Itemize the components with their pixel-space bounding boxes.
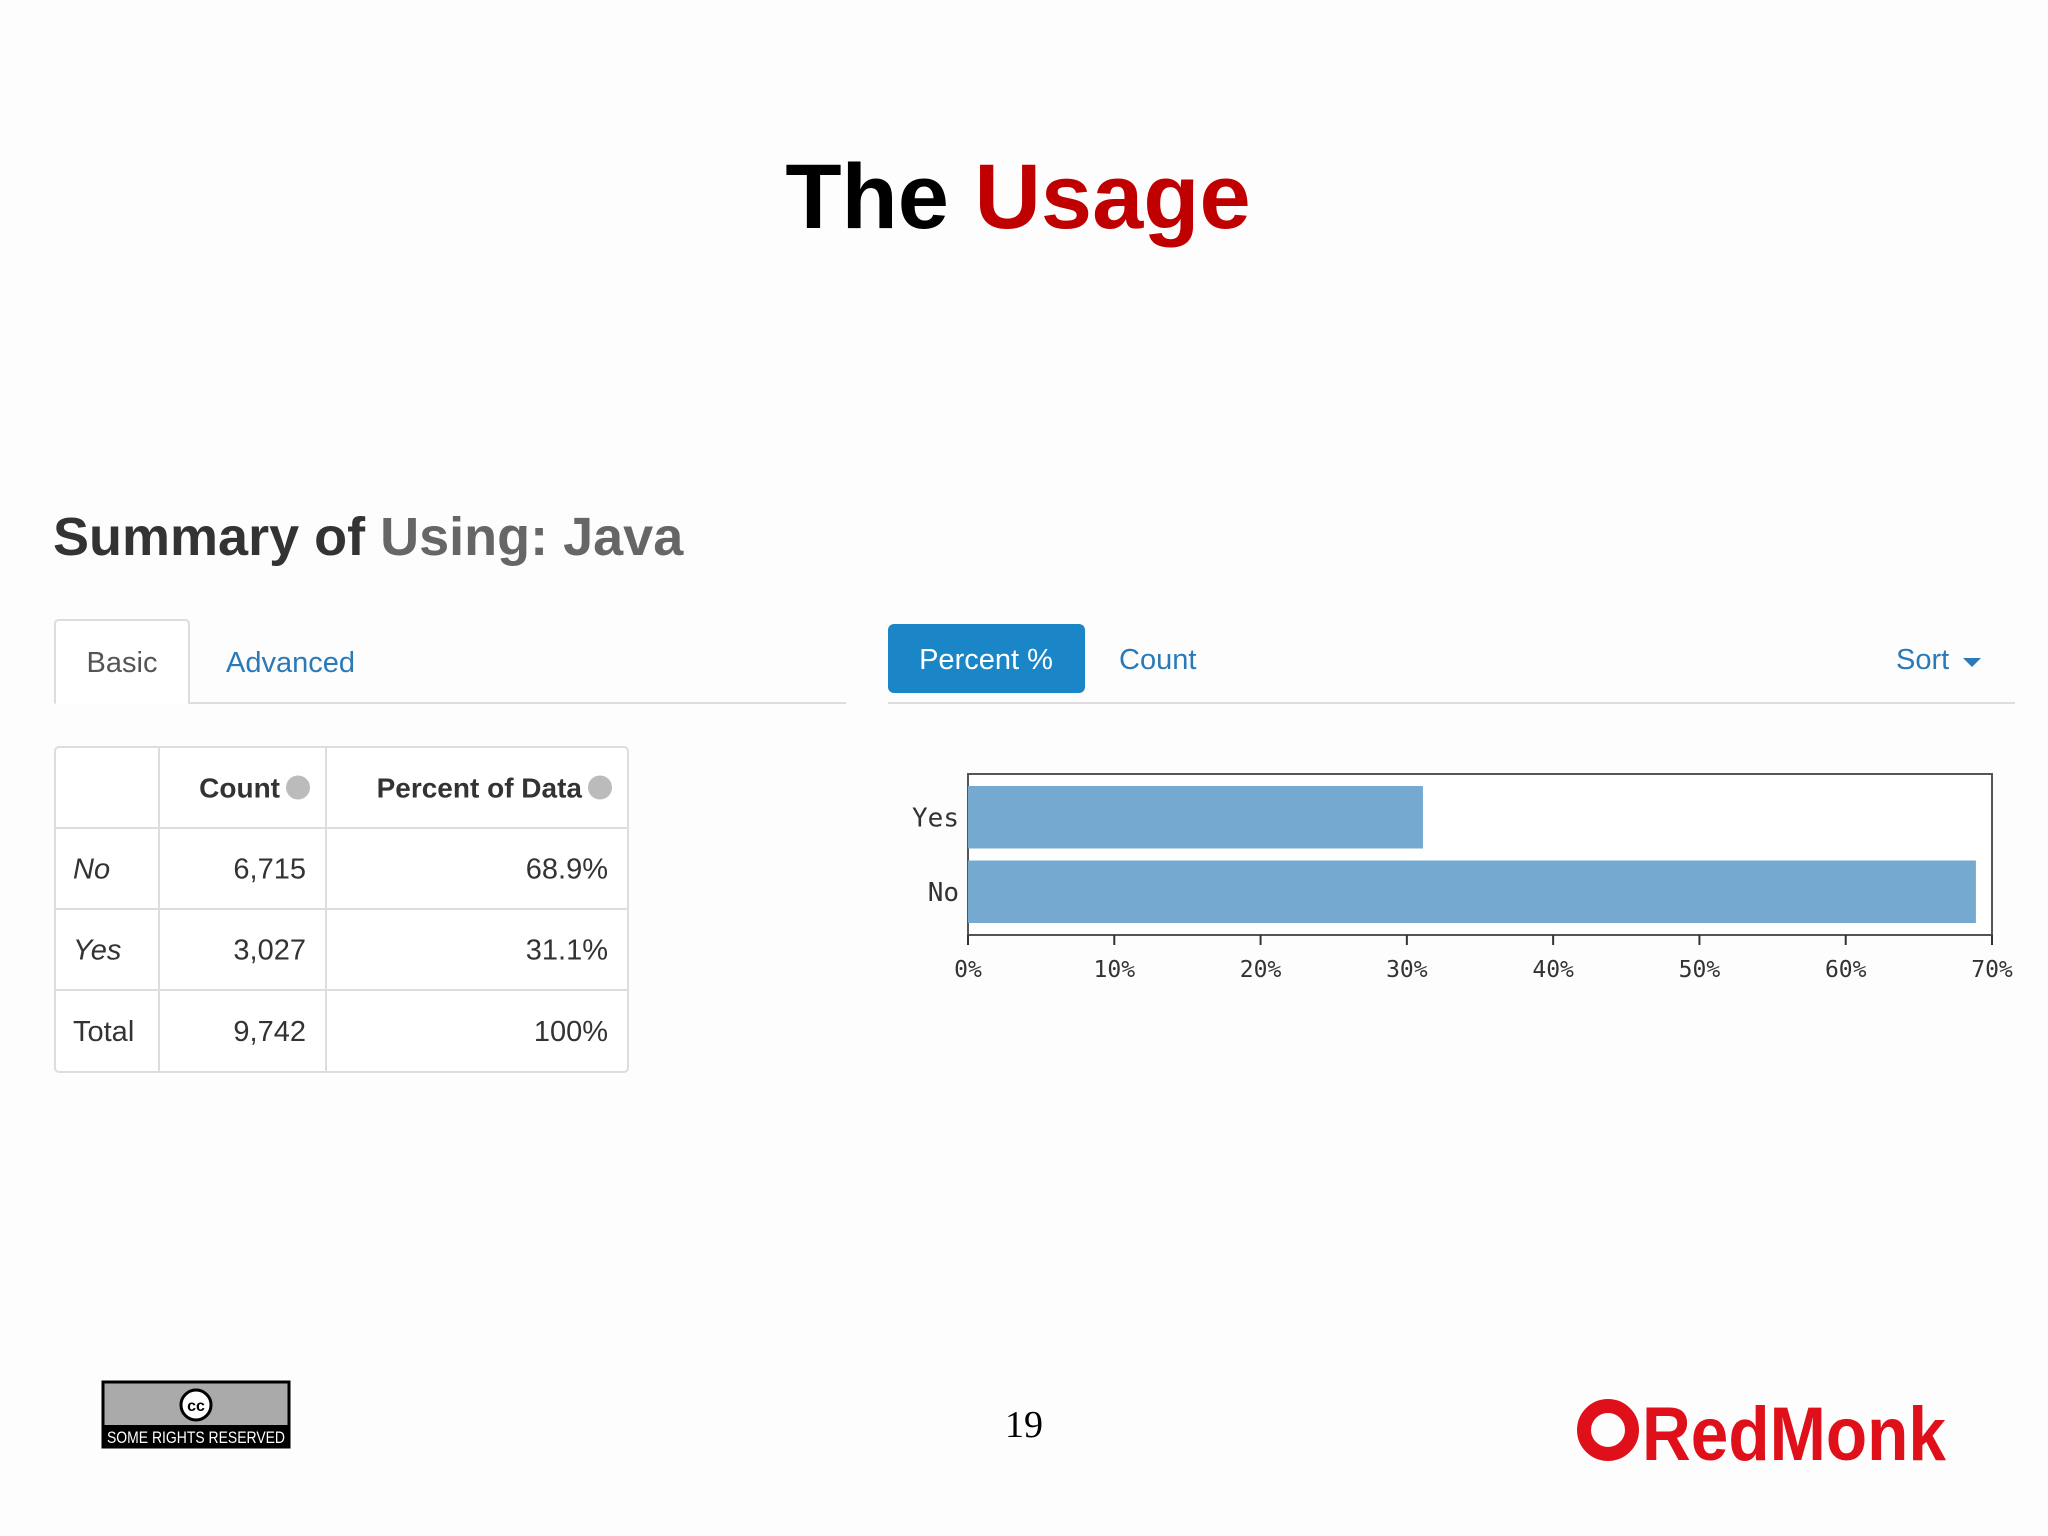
x-tick-label: 10% bbox=[1094, 957, 1136, 983]
table-header: Count bbox=[199, 773, 280, 804]
table-cell: 31.1% bbox=[526, 935, 608, 967]
tab[interactable]: Basic bbox=[87, 647, 158, 679]
title-part: Usage bbox=[974, 146, 1250, 248]
button[interactable]: Percent % bbox=[919, 644, 1053, 676]
logo: RedMonk bbox=[1642, 1392, 1947, 1477]
x-tick-label: 30% bbox=[1386, 957, 1428, 983]
x-tick-label: 0% bbox=[954, 957, 982, 983]
dropdown-caret bbox=[1963, 658, 1981, 667]
y-tick-label: No bbox=[928, 878, 959, 908]
table-cell: 3,027 bbox=[233, 935, 306, 967]
sort-dropdown[interactable]: Sort bbox=[1896, 644, 1949, 676]
row-label: No bbox=[73, 854, 110, 886]
bar bbox=[968, 786, 1423, 849]
tab[interactable]: Advanced bbox=[226, 647, 355, 679]
x-tick-label: 70% bbox=[1971, 957, 2013, 983]
summary-title-part: Summary of bbox=[53, 507, 366, 567]
tab-active-box bbox=[54, 619, 190, 703]
bar bbox=[968, 860, 1976, 923]
bar-chart: 0% 10% 20% 30% 40% 50% 60% 70% Yes No bbox=[912, 773, 2013, 983]
row-label: Total bbox=[73, 1016, 134, 1048]
x-tick-label: 50% bbox=[1679, 957, 1721, 983]
x-tick-label: 60% bbox=[1825, 957, 1867, 983]
table-header: Percent of Data bbox=[377, 773, 583, 804]
help-icon bbox=[286, 775, 310, 800]
table-cell: 6,715 bbox=[233, 854, 306, 886]
row-label: Yes bbox=[73, 935, 121, 967]
summary-table: Count Percent of Data No 6,715 68.9% Yes 3,027… bbox=[54, 746, 629, 1073]
table-cell: 9,742 bbox=[233, 1016, 306, 1048]
summary-title-part: Using: Java bbox=[380, 507, 684, 567]
logo-mark bbox=[1577, 1399, 1639, 1461]
x-tick-label: 20% bbox=[1240, 957, 1282, 983]
slide-title: The Usage bbox=[785, 146, 1250, 248]
title-part: The bbox=[785, 146, 949, 248]
license-band bbox=[104, 1425, 288, 1446]
table-cell: 68.9% bbox=[526, 854, 608, 886]
cc-icon: cc bbox=[187, 1398, 205, 1415]
x-tick-label: 40% bbox=[1532, 957, 1574, 983]
summary-title: Summary of Using: Java bbox=[53, 507, 684, 567]
cc-circle bbox=[179, 1388, 213, 1422]
button[interactable]: Count bbox=[1119, 644, 1196, 676]
button-active-bg bbox=[888, 624, 1085, 693]
help-icon bbox=[588, 775, 612, 800]
page-number: 19 bbox=[1005, 1404, 1043, 1446]
y-tick-label: Yes bbox=[912, 803, 959, 833]
table-cell: 100% bbox=[534, 1016, 608, 1048]
license-text: SOME RIGHTS RESERVED bbox=[107, 1428, 285, 1447]
